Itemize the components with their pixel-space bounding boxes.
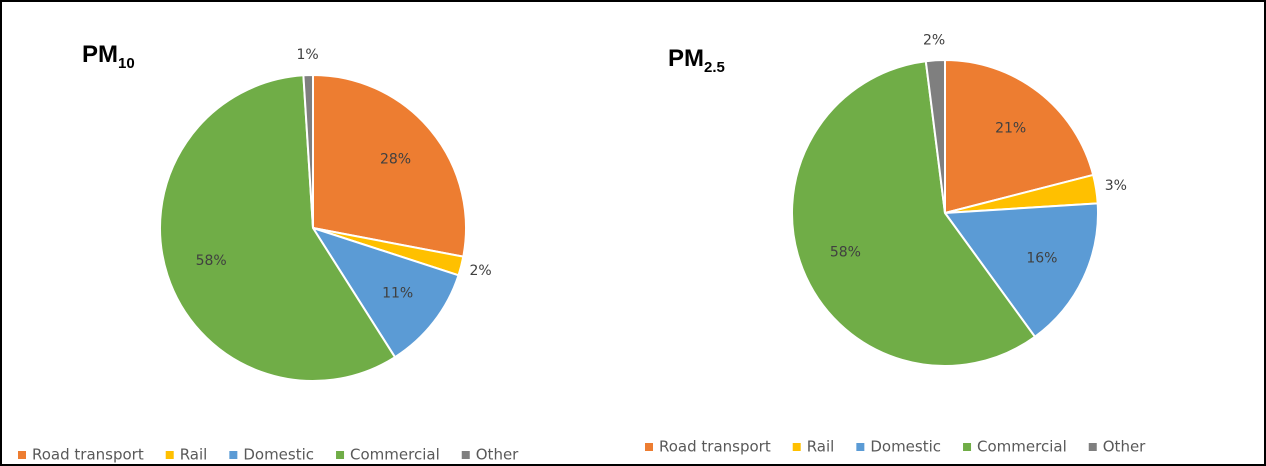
pie-slice [159, 74, 397, 382]
title-subscript: 2.5 [704, 59, 725, 76]
pie-slice [791, 60, 1037, 367]
chart-title: PM2.5 [668, 45, 725, 76]
legend-swatch [1088, 443, 1097, 451]
pie-slice [302, 73, 314, 229]
chart-title: PM10 [82, 41, 135, 72]
pie-slice [924, 58, 946, 214]
legend-swatch [229, 451, 238, 459]
legend-label: Domestic [870, 438, 941, 456]
legend-label: Road transport [32, 446, 144, 464]
legend-swatch [461, 451, 470, 459]
title-main: PM [82, 41, 118, 68]
legend-label: Commercial [350, 446, 440, 464]
legend-swatch [18, 451, 26, 459]
legend-label: Rail [180, 446, 208, 464]
data-label: 16% [1026, 251, 1057, 267]
legend-swatch [645, 443, 653, 451]
data-label: 2% [923, 32, 945, 48]
pie-slice [310, 226, 460, 359]
legend-swatch [856, 443, 865, 451]
title-main: PM [668, 45, 704, 72]
data-label: 28% [380, 152, 411, 168]
title-subscript: 10 [118, 55, 135, 72]
legend-swatch [963, 443, 972, 451]
legend-label: Commercial [977, 438, 1067, 456]
pie-slice [312, 73, 467, 258]
legend-swatch [165, 451, 174, 459]
legend-label: Road transport [659, 438, 771, 456]
legend-label: Domestic [243, 446, 314, 464]
data-label: 2% [469, 263, 491, 279]
data-label: 58% [830, 244, 861, 260]
pie-slice [943, 202, 1100, 339]
legend-label: Other [1103, 438, 1146, 456]
pie-slice [944, 58, 1095, 215]
data-label: 58% [196, 253, 227, 269]
data-label: 3% [1105, 178, 1127, 194]
legend-swatch [792, 443, 801, 451]
legend-label: Rail [807, 438, 835, 456]
data-label: 21% [995, 120, 1026, 136]
legend-swatch [336, 451, 345, 459]
data-label: 1% [296, 47, 318, 63]
legend-label: Other [476, 446, 519, 464]
data-label: 11% [382, 286, 413, 302]
